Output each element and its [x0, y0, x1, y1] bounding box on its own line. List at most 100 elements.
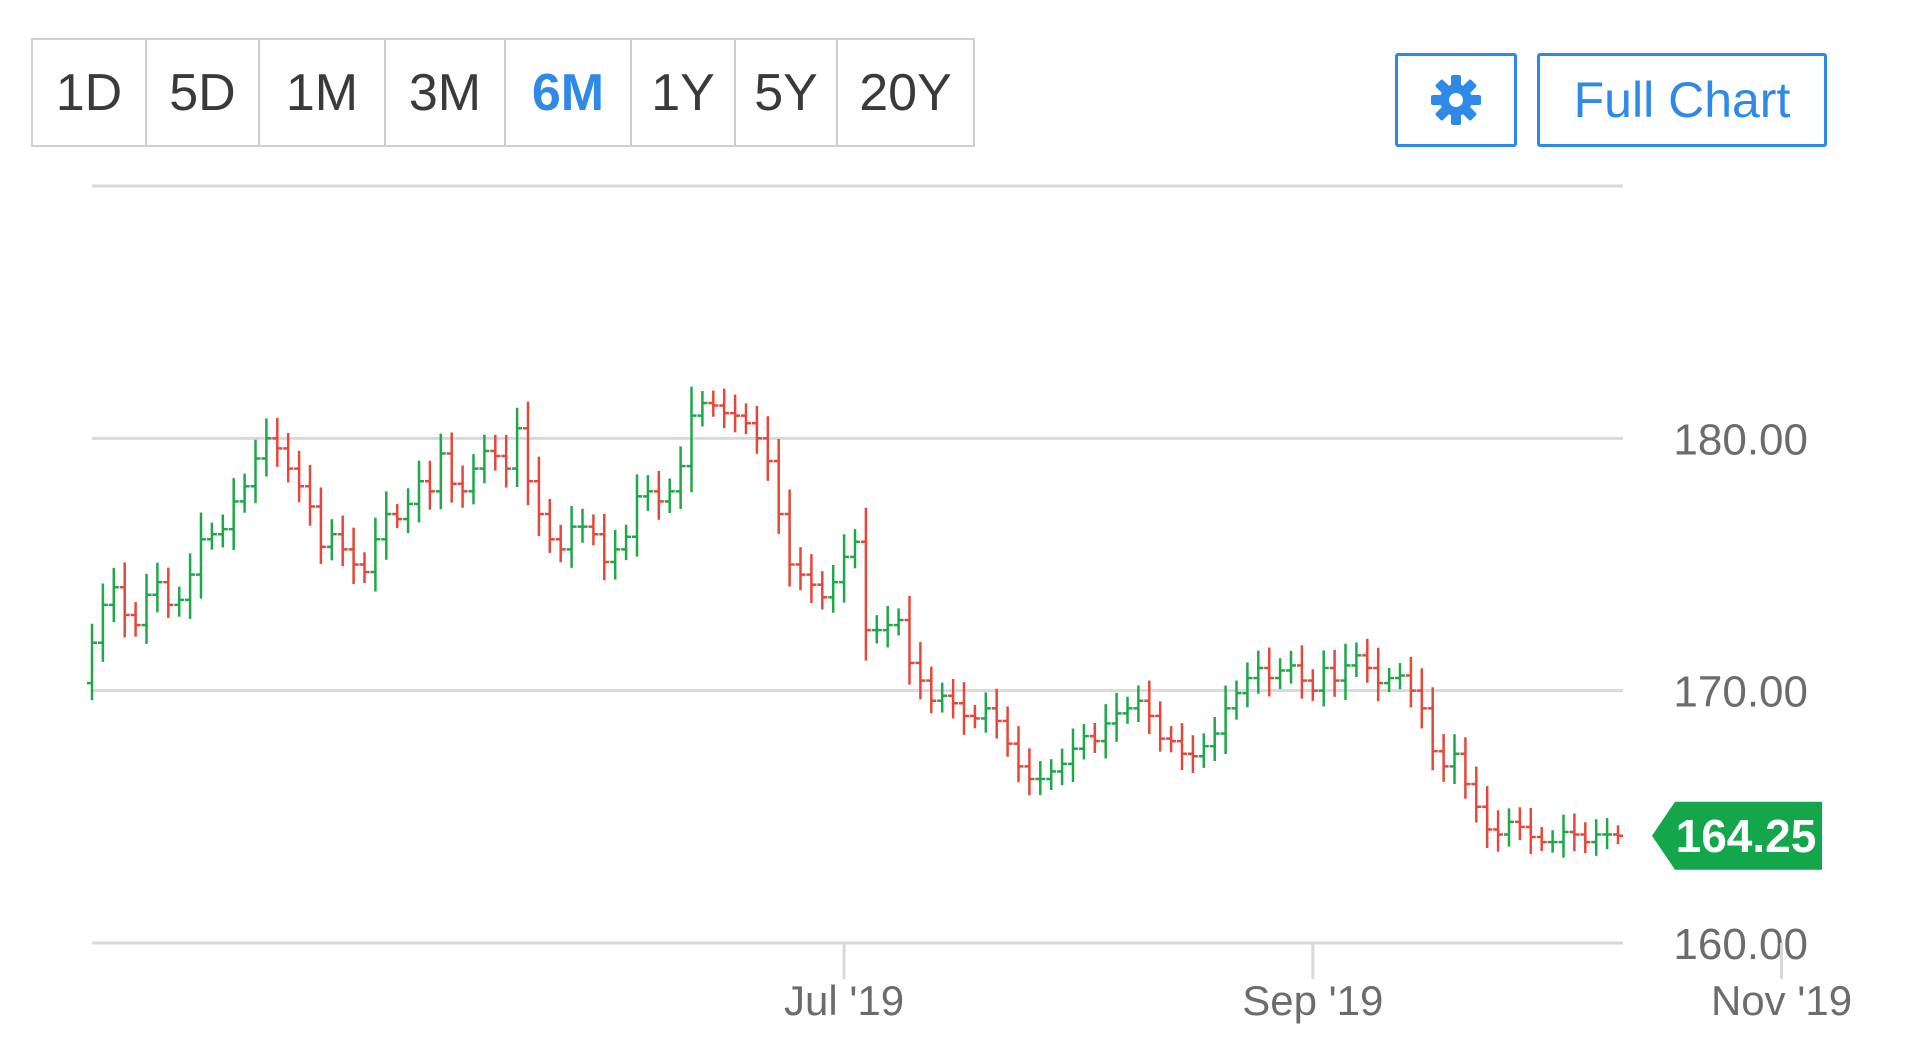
ohlc-bar-down — [272, 417, 283, 467]
x-tick-label: Nov '19 — [1711, 977, 1852, 1024]
ohlc-bar-up — [108, 567, 119, 623]
ohlc-bar-up — [403, 488, 414, 534]
ohlc-bar-up — [1286, 650, 1296, 684]
ohlc-bar-up — [1231, 680, 1242, 720]
ohlc-bar-down — [1405, 656, 1416, 708]
range-button-5d[interactable]: 5D — [147, 40, 260, 145]
ohlc-bar-down — [1373, 647, 1384, 702]
ohlc-bar-up — [1057, 748, 1068, 786]
ohlc-bar-down — [1264, 647, 1275, 697]
ohlc-bar-down — [457, 465, 468, 508]
ohlc-bar-up — [850, 529, 860, 569]
ohlc-bar-down — [359, 552, 370, 584]
ohlc-bar-up — [141, 573, 152, 644]
ohlc-bar-up — [206, 522, 217, 550]
ohlc-bar-up — [577, 508, 588, 543]
ohlc-bar-up — [1078, 724, 1089, 760]
ohlc-bar-up — [871, 615, 882, 644]
ohlc-bar-down — [1362, 638, 1373, 683]
ohlc-bar-up — [87, 623, 97, 701]
ohlc-bar-up — [1122, 696, 1133, 724]
ohlc-bar-up — [185, 553, 196, 619]
ohlc-bar-down — [588, 514, 599, 546]
ohlc-bar-up — [97, 583, 108, 662]
ohlc-bar-down — [490, 434, 501, 471]
ohlc-bar-up — [893, 608, 904, 636]
ohlc-bar-down — [1536, 826, 1547, 852]
ohlc-bar-down — [991, 688, 1002, 739]
ohlc-bar-down — [926, 666, 937, 714]
ohlc-bar-down — [533, 456, 544, 537]
range-button-1y[interactable]: 1Y — [632, 40, 736, 145]
ohlc-bar-up — [370, 517, 381, 592]
ohlc-bar-down — [1166, 726, 1177, 753]
ohlc-bar-down — [1089, 722, 1100, 753]
ohlc-bar-down — [544, 498, 555, 553]
ohlc-bar-down — [795, 547, 806, 591]
chart-settings-button[interactable] — [1395, 53, 1517, 147]
ohlc-bar-up — [1340, 643, 1351, 701]
ohlc-bar-up — [1198, 733, 1209, 768]
ohlc-bar-up — [381, 491, 392, 560]
ohlc-bar-down — [1144, 680, 1155, 735]
ohlc-bar-up — [1395, 663, 1405, 690]
ohlc-bar-down — [1493, 810, 1504, 852]
full-chart-button[interactable]: Full Chart — [1537, 53, 1827, 147]
ohlc-bar-down — [315, 487, 326, 564]
ohlc-bar-up — [664, 478, 675, 513]
ohlc-bar-up — [610, 529, 621, 580]
ohlc-bar-down — [1427, 687, 1438, 771]
ohlc-bar-down — [719, 388, 730, 429]
ohlc-bar-down — [523, 401, 533, 506]
ohlc-bar-up — [1602, 818, 1613, 850]
ohlc-bar-down — [817, 571, 828, 610]
ohlc-bar-up — [479, 434, 490, 484]
ohlc-bar-up — [1449, 734, 1460, 784]
ohlc-bar-down — [1514, 807, 1525, 841]
ohlc-bar-down — [1580, 822, 1591, 854]
ohlc-bar-down — [599, 513, 610, 581]
ohlc-bar-up — [642, 475, 653, 511]
ohlc-bar-up — [512, 407, 523, 488]
range-button-1d[interactable]: 1D — [33, 40, 147, 145]
range-button-3m[interactable]: 3M — [386, 40, 506, 145]
ohlc-bar-down — [1525, 808, 1536, 855]
ohlc-bar-down — [784, 489, 795, 587]
ohlc-bar-down — [163, 567, 174, 618]
ohlc-bar-up — [1504, 808, 1514, 847]
ohlc-bar-up — [174, 586, 185, 617]
ohlc-bar-down — [708, 390, 719, 417]
ohlc-bar-up — [1068, 728, 1078, 783]
ohlc-bar-down — [1307, 669, 1318, 701]
ohlc-bar-down — [119, 562, 130, 638]
ohlc-bar-down — [1187, 735, 1198, 773]
ohlc-bar-down — [773, 438, 784, 534]
ohlc-bar-up — [882, 605, 893, 648]
ohlc-bar-up — [1133, 685, 1144, 723]
ohlc-bar-up — [414, 460, 424, 523]
ohlc-bar-down — [860, 507, 871, 661]
ohlc-bar-up — [1209, 717, 1220, 762]
ohlc-bar-down — [348, 527, 359, 585]
ohlc-bar-up — [937, 682, 948, 713]
ohlc-bar-down — [555, 524, 566, 563]
y-tick-label: 160.00 — [1673, 920, 1808, 969]
ohlc-bar-up — [1100, 704, 1111, 759]
ohlc-bar-up — [1220, 685, 1231, 755]
ohlc-bar-down — [806, 554, 817, 604]
ohlc-bar-up — [1351, 642, 1362, 678]
ohlc-bar-up — [566, 506, 577, 568]
ohlc-bar-up — [1253, 650, 1264, 694]
ohlc-bar-up — [1384, 667, 1395, 693]
ohlc-bar-down — [969, 704, 980, 729]
ohlc-bar-down — [1460, 737, 1471, 799]
range-button-6m[interactable]: 6M — [506, 40, 632, 145]
ohlc-bar-up — [239, 473, 250, 513]
range-button-1m[interactable]: 1M — [260, 40, 386, 145]
ohlc-bar-up — [1558, 814, 1569, 858]
current-price-tag — [1652, 801, 1822, 870]
range-button-20y[interactable]: 20Y — [859, 63, 952, 122]
ohlc-bar-up — [1111, 692, 1122, 742]
ohlc-bar-down — [959, 682, 969, 735]
range-button-5y[interactable]: 5Y — [736, 40, 838, 145]
